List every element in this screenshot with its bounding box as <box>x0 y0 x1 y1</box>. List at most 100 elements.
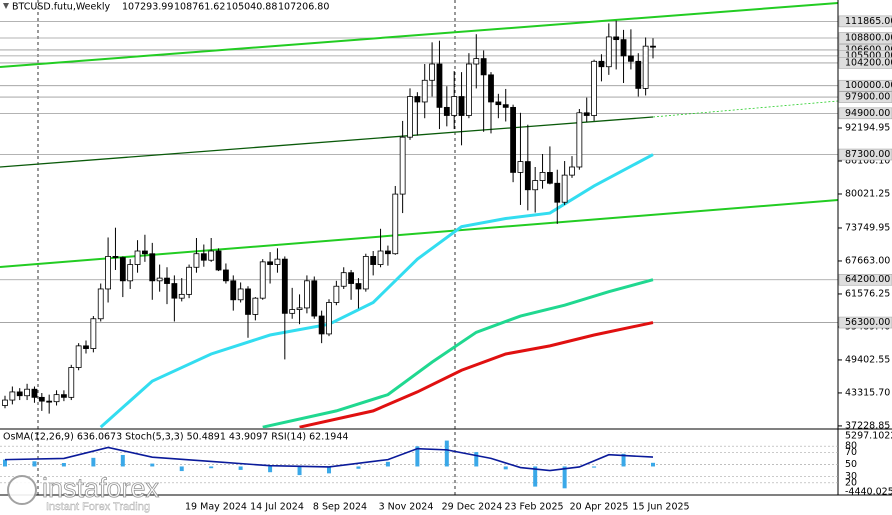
moving-average <box>262 278 654 428</box>
osma-bar <box>327 466 331 474</box>
candle-body <box>605 36 612 68</box>
osma-bar <box>592 466 597 468</box>
candle-body <box>414 96 421 103</box>
candle-body <box>480 58 487 76</box>
candle-body <box>164 277 170 284</box>
candle-body <box>385 250 391 255</box>
level-box <box>838 15 892 28</box>
x-tick-label: 15 Jun 2025 <box>632 502 689 513</box>
candle-body <box>473 58 480 65</box>
osma-bar <box>651 462 655 467</box>
candle-body <box>304 280 310 309</box>
y-tick-label: 61576.25 <box>845 288 890 299</box>
candle-body <box>591 60 597 116</box>
candle-body <box>281 258 288 314</box>
level-label: 97900.00 <box>845 92 890 103</box>
candle-body <box>223 269 229 282</box>
candle-body <box>127 264 134 282</box>
osma-bar <box>415 446 420 467</box>
osma-bar <box>356 466 361 469</box>
osma-bar <box>32 461 37 467</box>
osma-bar <box>562 466 567 489</box>
x-tick-label: 8 Sep 2024 <box>313 502 367 513</box>
level-label: 56300.00 <box>845 317 890 328</box>
osma-bar <box>209 466 214 469</box>
level-label: 87300.00 <box>845 149 890 160</box>
symbol-title: BTCUSD.futu,Weekly <box>12 2 111 13</box>
level-label: 108800.00 <box>845 33 892 44</box>
candle-body <box>53 394 60 403</box>
osma-bar <box>179 466 184 472</box>
candle-body <box>355 283 362 290</box>
candle-body <box>547 172 553 184</box>
osma-bar <box>238 466 243 470</box>
candle-body <box>230 280 237 301</box>
candle-body <box>635 60 642 89</box>
candle-body <box>149 253 156 282</box>
trend-line <box>0 2 838 68</box>
osma-tick-label: 5297.1022 <box>845 431 892 442</box>
level-box <box>838 148 892 161</box>
y-tick-label: 86108.10 <box>845 155 890 166</box>
y-tick-label: 73749.95 <box>845 222 890 233</box>
candle-body <box>524 161 531 191</box>
candle-body <box>267 261 273 265</box>
x-tick-label: 14 Jul 2024 <box>250 502 304 513</box>
candle-body <box>436 63 443 108</box>
candle-body <box>83 345 89 349</box>
candle-body <box>311 280 318 317</box>
candle-body <box>46 400 53 403</box>
candle-body <box>90 318 97 349</box>
candle-body <box>488 74 494 103</box>
candle-body <box>539 172 546 181</box>
oscillator-level-label: 70 <box>845 447 857 458</box>
candle-body <box>289 309 296 314</box>
trend-extension <box>652 100 838 118</box>
candle-body <box>215 250 222 271</box>
level-box <box>838 316 892 329</box>
ohlc-value: 107206.80 <box>278 2 329 13</box>
candle-body <box>510 106 516 173</box>
candle-body <box>105 256 111 290</box>
ohlc-value: 108761.62 <box>174 2 225 13</box>
candle-body <box>532 180 539 191</box>
x-tick-label: 19 May 2024 <box>185 502 247 513</box>
osma-bar <box>444 440 449 467</box>
watermark-logo <box>7 475 37 505</box>
candle-body <box>178 293 185 299</box>
osma-bar <box>621 453 626 467</box>
osma-bar <box>533 466 538 487</box>
level-label: 111865.00 <box>845 16 892 27</box>
candle-body <box>245 288 251 315</box>
watermark-brand: instaforex <box>42 473 160 503</box>
candle-body <box>583 112 590 116</box>
candle-body <box>75 345 82 368</box>
candle-body <box>392 193 399 255</box>
osma-bar <box>474 452 479 467</box>
menu-icon[interactable] <box>3 3 9 9</box>
candle-body <box>208 250 215 261</box>
moving-average <box>299 321 654 428</box>
x-tick-label: 20 Apr 2025 <box>570 502 629 513</box>
candle-body <box>554 182 561 203</box>
oscillator-level-label: 80 <box>845 441 857 452</box>
x-tick-label: 3 Nov 2024 <box>379 502 434 513</box>
y-tick-label: 43315.70 <box>845 387 890 398</box>
candle-body <box>38 396 45 402</box>
candle-body <box>259 261 266 299</box>
candle-body <box>370 256 377 265</box>
candle-body <box>296 307 303 310</box>
osma-tick-label: -4440.0254 <box>845 487 892 498</box>
candle-body <box>466 63 472 116</box>
level-box <box>838 32 892 44</box>
osma-bar <box>150 463 155 467</box>
candle-body <box>200 253 207 261</box>
candle-body <box>16 391 23 397</box>
candle-body <box>193 253 200 268</box>
rsi-line <box>4 446 654 472</box>
candle-body <box>628 55 634 62</box>
y-tick-label: 37228.85 <box>845 420 890 431</box>
candle-body <box>517 161 524 173</box>
candle-body <box>458 96 465 116</box>
candle-body <box>429 63 435 81</box>
